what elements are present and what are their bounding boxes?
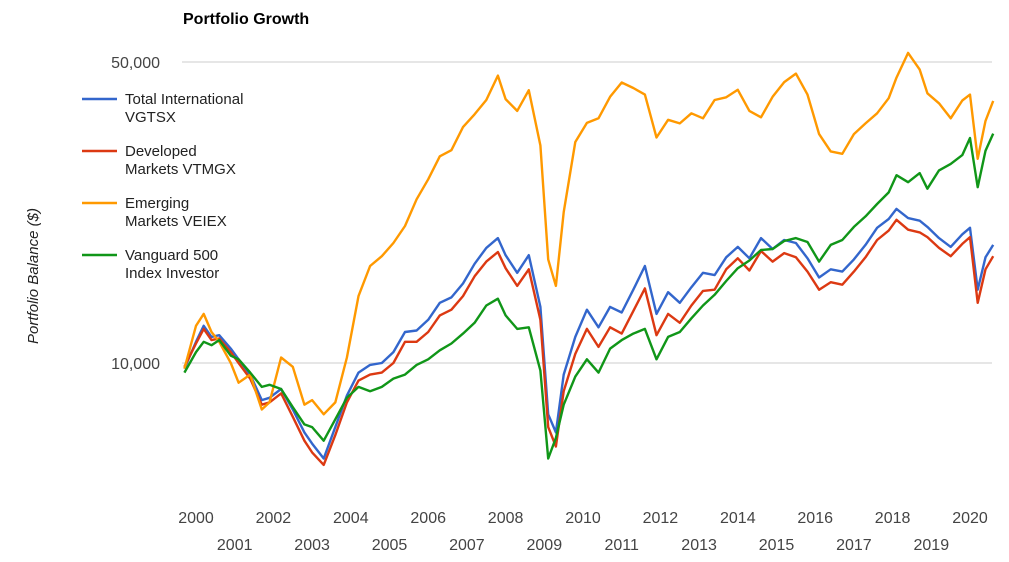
x-tick-label: 2017 [836,537,872,554]
chart-title: Portfolio Growth [183,11,309,28]
x-tick-label: 2003 [294,537,330,554]
x-tick-label: 2014 [720,510,756,527]
series-line-total-international-vgtsx [183,207,995,460]
legend-label: VGTSX [125,109,176,126]
y-axis-ticks: 10,000 50,000 [111,55,160,373]
legend-label: Markets VEIEX [125,213,227,230]
legend-label: Developed [125,143,197,160]
x-tick-label: 2018 [875,510,911,527]
y-axis-label: Portfolio Balance ($) [25,208,42,344]
x-tick-label: 2005 [372,537,408,554]
x-tick-label: 2004 [333,510,369,527]
x-tick-label: 2001 [217,537,253,554]
legend-label: Emerging [125,195,189,212]
legend-label: Vanguard 500 [125,247,218,264]
legend: Total InternationalVGTSXDevelopedMarkets… [82,91,243,282]
series-line-vanguard-500-index-investor [183,133,995,460]
x-tick-label: 2002 [256,510,292,527]
x-tick-label: 2008 [488,510,524,527]
series-line-developed-markets-vtmgx [183,218,995,467]
x-tick-label: 2016 [797,510,833,527]
x-tick-label: 2011 [604,537,639,554]
x-tick-label: 2010 [565,510,601,527]
gridlines [182,61,992,364]
x-tick-label: 2012 [643,510,679,527]
x-tick-label: 2020 [952,510,988,527]
y-tick-label: 10,000 [111,356,160,373]
x-tick-label: 2000 [178,510,214,527]
legend-label: Total International [125,91,243,108]
series-lines [183,51,995,467]
x-tick-label: 2006 [410,510,446,527]
x-tick-label: 2007 [449,537,485,554]
x-tick-label: 2019 [914,537,950,554]
y-tick-label: 50,000 [111,55,160,72]
legend-label: Index Investor [125,265,219,282]
x-axis-ticks: 2000200120022003200420052006200720082009… [178,510,988,554]
x-tick-label: 2009 [527,537,563,554]
x-tick-label: 2013 [681,537,717,554]
x-tick-label: 2015 [759,537,795,554]
legend-label: Markets VTMGX [125,161,236,178]
series-line-emerging-markets-veiex [183,51,995,416]
